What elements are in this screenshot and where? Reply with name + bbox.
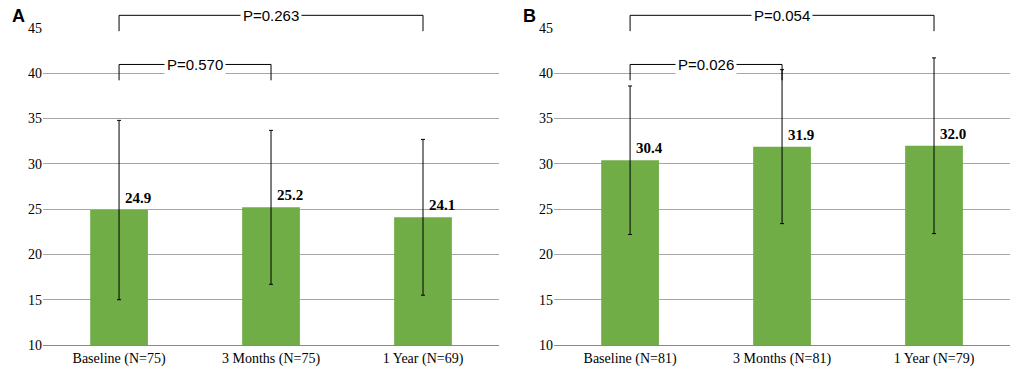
svg-text:15: 15 [28, 293, 42, 308]
svg-text:25: 25 [28, 202, 42, 217]
svg-text:10: 10 [28, 338, 42, 353]
svg-text:45: 45 [539, 21, 553, 36]
svg-text:10: 10 [539, 338, 553, 353]
svg-text:24.9: 24.9 [125, 190, 151, 206]
svg-text:A: A [12, 6, 25, 26]
svg-text:1 Year (N=69): 1 Year (N=69) [383, 351, 464, 367]
svg-text:25: 25 [539, 202, 553, 217]
svg-text:3 Months (N=75): 3 Months (N=75) [222, 351, 320, 367]
svg-text:Baseline (N=81): Baseline (N=81) [584, 351, 677, 367]
svg-text:30: 30 [539, 157, 553, 172]
svg-text:40: 40 [539, 66, 553, 81]
svg-text:45: 45 [28, 21, 42, 36]
svg-text:B: B [523, 6, 536, 26]
svg-text:35: 35 [539, 111, 553, 126]
svg-text:15: 15 [539, 293, 553, 308]
svg-text:31.9: 31.9 [788, 127, 814, 143]
svg-text:1 Year (N=79): 1 Year (N=79) [894, 351, 975, 367]
svg-text:35: 35 [28, 111, 42, 126]
svg-text:30.4: 30.4 [636, 140, 663, 156]
svg-text:30: 30 [28, 157, 42, 172]
svg-text:20: 20 [28, 247, 42, 262]
svg-text:40: 40 [28, 66, 42, 81]
svg-text:24.1: 24.1 [429, 197, 455, 213]
svg-text:P=0.263: P=0.263 [243, 7, 299, 24]
svg-text:20: 20 [539, 247, 553, 262]
svg-text:P=0.054: P=0.054 [754, 7, 810, 24]
svg-text:P=0.026: P=0.026 [678, 56, 734, 73]
svg-text:P=0.570: P=0.570 [167, 56, 223, 73]
svg-text:25.2: 25.2 [277, 187, 303, 203]
svg-text:Baseline (N=75): Baseline (N=75) [73, 351, 166, 367]
svg-text:32.0: 32.0 [940, 126, 966, 142]
svg-text:3 Months (N=81): 3 Months (N=81) [733, 351, 831, 367]
